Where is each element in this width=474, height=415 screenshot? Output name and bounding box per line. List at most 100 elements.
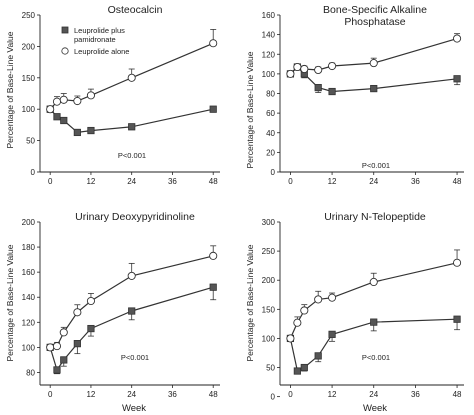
legend-circle-marker bbox=[61, 47, 69, 55]
data-point-square bbox=[453, 315, 461, 323]
data-point-circle bbox=[73, 96, 82, 106]
data-point-circle bbox=[286, 69, 295, 78]
x-tick-label: 36 bbox=[168, 390, 177, 399]
data-point-square bbox=[370, 318, 378, 326]
data-point-circle bbox=[314, 65, 323, 74]
data-point-circle bbox=[209, 251, 218, 260]
data-point-circle bbox=[293, 62, 302, 72]
data-point-circle bbox=[300, 306, 309, 315]
data-point-square bbox=[60, 356, 68, 364]
data-point-square bbox=[293, 367, 301, 375]
data-point-circle bbox=[73, 308, 82, 317]
x-tick-label: 48 bbox=[453, 390, 462, 399]
y-tick-label: 120 bbox=[262, 50, 276, 59]
y-axis-label: Percentage of Base-Line Value bbox=[245, 244, 255, 361]
data-point-circle bbox=[300, 64, 309, 74]
x-tick-label: 48 bbox=[209, 177, 218, 186]
data-point-circle bbox=[52, 342, 62, 351]
panel-urinary-deoxypyridinoline: Urinary Deoxypyridinoline Percentage of … bbox=[5, 211, 220, 414]
data-point-circle bbox=[286, 334, 295, 343]
legend-square-marker bbox=[61, 26, 69, 34]
y-tick-label: 100 bbox=[22, 105, 36, 114]
legend: Leuprolide plus pamidronate Leuprolide a… bbox=[61, 26, 129, 56]
panel-title: Bone-Specific Alkaline bbox=[323, 4, 427, 16]
x-tick-label: 12 bbox=[328, 177, 337, 186]
data-point-square bbox=[314, 352, 322, 360]
y-tick-label: 100 bbox=[262, 70, 276, 79]
y-tick-label: 50 bbox=[266, 364, 275, 373]
y-tick-label: 0 bbox=[271, 168, 276, 177]
x-tick-label: 24 bbox=[369, 177, 378, 186]
data-point-square bbox=[87, 324, 95, 333]
y-tick-label: 200 bbox=[262, 276, 276, 285]
x-tick-label: 12 bbox=[328, 390, 337, 399]
y-tick-label: 0 bbox=[271, 393, 276, 402]
panel-bone-specific-alkaline-phosphatase: Bone-Specific Alkaline Phosphatase Perce… bbox=[245, 4, 464, 186]
y-axis-label: Percentage of Base-Line Value bbox=[5, 31, 15, 148]
x-tick-label: 0 bbox=[48, 177, 53, 186]
data-point-square bbox=[87, 126, 95, 135]
x-tick-label: 0 bbox=[288, 390, 293, 399]
y-tick-label: 80 bbox=[266, 90, 275, 99]
y-tick-label: 140 bbox=[262, 31, 276, 40]
y-axis-label: Percentage of Base-Line Value bbox=[5, 244, 15, 361]
y-tick-label: 60 bbox=[266, 109, 275, 118]
panel-osteocalcin: Osteocalcin Percentage of Base-Line Valu… bbox=[5, 4, 220, 186]
y-tick-label: 140 bbox=[22, 293, 36, 302]
y-tick-label: 150 bbox=[262, 305, 276, 314]
data-point-square bbox=[128, 123, 136, 131]
data-point-square bbox=[53, 113, 61, 121]
p-value: P<0.001 bbox=[362, 161, 390, 170]
data-point-circle bbox=[127, 271, 136, 280]
data-point-circle bbox=[453, 258, 462, 267]
y-tick-label: 120 bbox=[22, 318, 36, 327]
legend-label-1-line2: pamidronate bbox=[74, 35, 116, 44]
data-point-square bbox=[370, 84, 378, 93]
x-axis-label: Week bbox=[363, 403, 387, 414]
data-point-circle bbox=[369, 59, 378, 68]
x-tick-label: 0 bbox=[48, 390, 53, 399]
data-point-square bbox=[209, 283, 217, 291]
data-point-circle bbox=[59, 328, 68, 337]
y-tick-label: 200 bbox=[22, 218, 36, 227]
data-point-circle bbox=[46, 105, 55, 114]
data-point-circle bbox=[127, 73, 136, 82]
panel-title: Urinary N-Telopeptide bbox=[324, 211, 426, 223]
data-point-circle bbox=[328, 293, 337, 302]
x-axis-label: Week bbox=[122, 403, 146, 414]
y-tick-label: 160 bbox=[262, 11, 276, 20]
panel-title: Urinary Deoxypyridinoline bbox=[75, 211, 195, 223]
data-point-square bbox=[73, 340, 81, 348]
data-point-square bbox=[314, 84, 322, 92]
x-tick-label: 36 bbox=[168, 177, 177, 186]
data-point-circle bbox=[209, 39, 218, 48]
data-point-circle bbox=[86, 91, 95, 100]
data-point-circle bbox=[369, 277, 378, 287]
p-value: P<0.001 bbox=[121, 353, 149, 362]
data-point-square bbox=[300, 363, 308, 372]
p-value: P<0.001 bbox=[362, 353, 390, 362]
x-tick-label: 36 bbox=[411, 177, 420, 186]
y-tick-label: 180 bbox=[22, 243, 36, 252]
x-tick-label: 24 bbox=[369, 390, 378, 399]
legend-label-2: Leuprolide alone bbox=[74, 47, 129, 56]
data-point-circle bbox=[453, 34, 462, 43]
y-tick-label: 150 bbox=[22, 74, 36, 83]
panel-urinary-n-telopeptide: Urinary N-Telopeptide Percentage of Base… bbox=[245, 211, 464, 414]
y-axis-label: Percentage of Base-Line Value bbox=[245, 51, 255, 168]
y-tick-label: 100 bbox=[22, 343, 36, 352]
data-point-circle bbox=[52, 97, 62, 106]
data-point-square bbox=[60, 116, 68, 125]
data-point-circle bbox=[86, 296, 95, 306]
data-point-circle bbox=[293, 318, 302, 327]
y-tick-label: 20 bbox=[266, 148, 275, 157]
data-point-circle bbox=[328, 61, 337, 71]
y-tick-label: 40 bbox=[266, 129, 275, 138]
panel-title: Osteocalcin bbox=[108, 4, 163, 16]
data-point-square bbox=[73, 128, 81, 137]
y-tick-label: 300 bbox=[262, 218, 276, 227]
data-point-circle bbox=[46, 343, 55, 352]
legend-label-1: Leuprolide plus bbox=[74, 26, 125, 35]
data-point-square bbox=[328, 87, 336, 96]
